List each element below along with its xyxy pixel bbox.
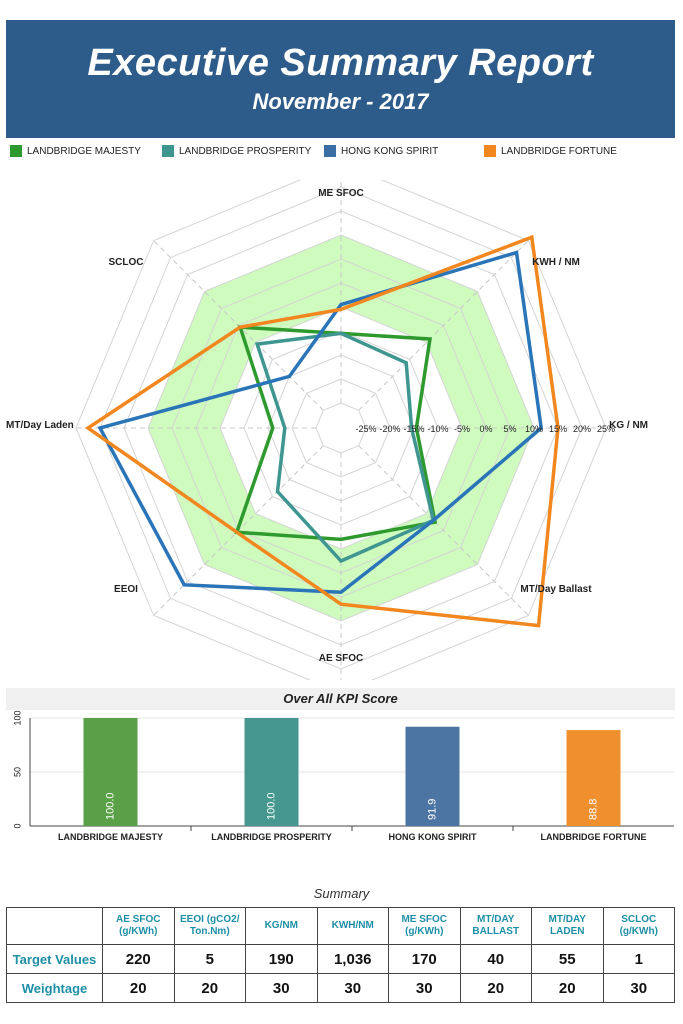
- report-title: Executive Summary Report: [87, 42, 594, 84]
- radar-axis-label: EEOI: [114, 584, 138, 595]
- summary-cell: 220: [102, 944, 175, 974]
- chart-legend: LANDBRIDGE MAJESTY LANDBRIDGE PROSPERITY…: [6, 145, 675, 161]
- radar-axis-label: SCLOC: [109, 257, 144, 268]
- bar-value-label: 100.0: [104, 792, 116, 820]
- legend-swatch: [10, 145, 22, 157]
- radar-axis-label: MT/Day Ballast: [520, 584, 592, 595]
- summary-cell: 190: [245, 944, 318, 974]
- radar-tick-label: 25%: [597, 424, 615, 434]
- grid-ring: [291, 378, 391, 478]
- summary-header-cell: KWH/NM: [316, 907, 389, 945]
- summary-cell: 40: [459, 944, 532, 974]
- bar-value-label: 100.0: [265, 792, 277, 820]
- summary-cell: 20: [173, 973, 246, 1003]
- summary-cell: 30: [316, 973, 389, 1003]
- grid-ring: [147, 234, 535, 622]
- kpi-bar: [566, 730, 621, 826]
- kpi-bar: [83, 718, 138, 826]
- summary-header-cell: MT/DAY LADEN: [531, 907, 604, 945]
- summary-cell: 170: [388, 944, 461, 974]
- summary-cell: 30: [388, 973, 461, 1003]
- radar-tick-label: -5%: [454, 424, 470, 434]
- summary-header-cell: SCLOC (g/KWh): [602, 907, 675, 945]
- axis-spoke: [358, 240, 529, 411]
- report-header: Executive Summary Report November - 2017: [6, 20, 675, 138]
- series-line: [254, 331, 436, 564]
- bar-value-label: 91.9: [426, 799, 438, 820]
- summary-cell: 55: [531, 944, 604, 974]
- radar-axis-label: KG / NM: [609, 420, 648, 431]
- summary-cell: 30: [602, 973, 675, 1003]
- radar-axis-label: AE SFOC: [319, 653, 363, 664]
- kpi-bar: [405, 726, 460, 826]
- radar-tick-label: -10%: [427, 424, 448, 434]
- summary-corner-cell: [6, 907, 103, 945]
- radar-tick-label: -20%: [379, 424, 400, 434]
- legend-label: HONG KONG SPIRIT: [341, 145, 439, 157]
- legend-swatch: [484, 145, 496, 157]
- bar-category-label: HONG KONG SPIRIT: [388, 832, 477, 842]
- radar-axis-label: MT/Day Laden: [6, 420, 74, 431]
- radar-tick-label: 0%: [479, 424, 492, 434]
- bar-ytick-label: 100: [12, 710, 22, 725]
- grid-ring: [219, 306, 463, 550]
- legend-swatch: [162, 145, 174, 157]
- summary-row-label: Weightage: [6, 973, 103, 1003]
- radar-axis-label: ME SFOC: [318, 188, 364, 199]
- radar-axis-label: KWH / NM: [532, 257, 580, 268]
- summary-cell: 5: [173, 944, 246, 974]
- summary-target-row: Target Values 220 5 190 1,036 170 40 55 …: [6, 944, 675, 974]
- summary-weightage-row: Weightage 20 20 30 30 30 20 20 30: [6, 973, 675, 1003]
- summary-header-row: AE SFOC (g/KWh) EEOI (gCO2/ Ton.Nm) KG/N…: [6, 907, 675, 945]
- summary-header-cell: MT/DAY BALLAST: [459, 907, 532, 945]
- summary-cell: 1,036: [316, 944, 389, 974]
- summary-cell: 20: [531, 973, 604, 1003]
- kpi-bar: [244, 718, 299, 826]
- summary-header-cell: AE SFOC (g/KWh): [102, 907, 175, 945]
- series-line: [84, 234, 560, 628]
- summary-row-label: Target Values: [6, 944, 103, 974]
- summary-cell: 20: [459, 973, 532, 1003]
- legend-item[interactable]: HONG KONG SPIRIT: [324, 145, 438, 157]
- legend-item[interactable]: LANDBRIDGE PROSPERITY: [162, 145, 311, 157]
- radar-tick-label: -15%: [403, 424, 424, 434]
- axis-spoke: [358, 445, 529, 616]
- bar-category-label: LANDBRIDGE MAJESTY: [58, 832, 163, 842]
- series-line: [97, 250, 544, 594]
- bar-category-label: LANDBRIDGE PROSPERITY: [211, 832, 332, 842]
- radar-tick-label: 10%: [525, 424, 543, 434]
- legend-label: LANDBRIDGE PROSPERITY: [179, 145, 312, 157]
- summary-header-cell: EEOI (gCO2/ Ton.Nm): [173, 907, 246, 945]
- kpi-radar-chart: -25% -20% -15% -10% -5% 0% 5% 10% 15% 20% 25% ME SF…: [6, 180, 648, 680]
- radar-tick-label: 20%: [573, 424, 591, 434]
- kpi-score-bar-chart: 0 50 100 100.0 LANDBRIDGE MAJESTY 100.0 LANDBR…: [12, 710, 674, 842]
- summary-title: Summary: [313, 886, 370, 901]
- series-line: [234, 325, 438, 542]
- legend-label: LANDBRIDGE MAJESTY: [27, 145, 141, 157]
- report-period: November - 2017: [252, 89, 429, 114]
- grid-ring: [75, 180, 607, 680]
- legend-label: LANDBRIDGE FORTUNE: [501, 145, 617, 157]
- bar-ytick-label: 50: [12, 767, 22, 777]
- legend-item[interactable]: LANDBRIDGE MAJESTY: [10, 145, 141, 157]
- bar-chart-title: Over All KPI Score: [6, 688, 675, 710]
- radar-tick-label: 5%: [503, 424, 516, 434]
- summary-cell: 1: [602, 944, 675, 974]
- legend-swatch: [324, 145, 336, 157]
- legend-item[interactable]: LANDBRIDGE FORTUNE: [484, 145, 617, 157]
- bar-ytick-label: 0: [12, 823, 22, 828]
- summary-table: AE SFOC (g/KWh) EEOI (gCO2/ Ton.Nm) KG/N…: [6, 907, 675, 1003]
- radar-tick-label: 15%: [549, 424, 567, 434]
- summary-header-cell: ME SFOC (g/KWh): [388, 907, 461, 945]
- radar-tick-label: -25%: [355, 424, 376, 434]
- summary-cell: 30: [245, 973, 318, 1003]
- summary-header-cell: KG/NM: [245, 907, 318, 945]
- bar-category-label: LANDBRIDGE FORTUNE: [541, 832, 647, 842]
- summary-cell: 20: [102, 973, 175, 1003]
- bar-value-label: 88.8: [587, 799, 599, 820]
